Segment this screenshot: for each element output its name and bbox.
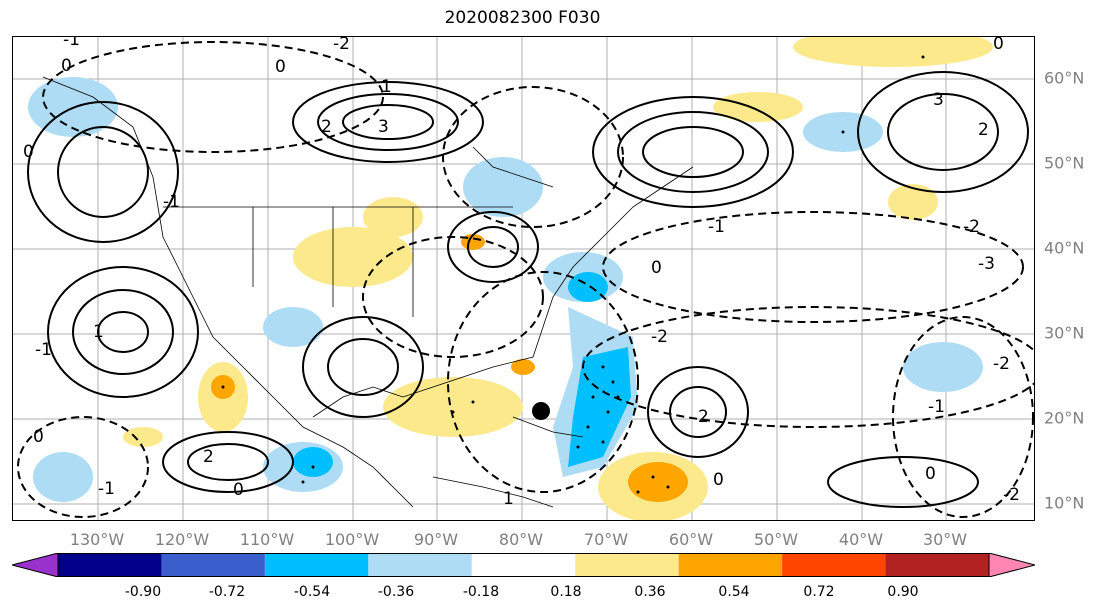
contour-label: 0: [33, 427, 44, 447]
contour-label: -1: [98, 479, 115, 499]
lon-label: 30°W: [922, 530, 968, 549]
contour-label: 2: [321, 117, 332, 137]
contour-label: 0: [23, 142, 34, 162]
contour-label: 0: [651, 258, 662, 278]
lat-label: 20°N: [1044, 408, 1085, 428]
contour-label-group: 0 -1 -2 2 3 1 0 -1 0 3 2 -1 -2 -3 0 1 -2…: [23, 37, 1020, 509]
colorbar-segment: [678, 553, 783, 577]
lon-label: 60°W: [668, 530, 714, 549]
lon-label: 100°W: [324, 530, 380, 549]
colorbar-segment: [885, 553, 989, 577]
solid-contours: [27, 71, 1029, 508]
lat-label: 50°N: [1044, 153, 1085, 173]
contour-label: -2: [651, 327, 668, 347]
contour-label: 2: [203, 447, 214, 467]
colorbar-border: [57, 553, 990, 577]
contour-label: 3: [378, 117, 389, 137]
map-title: 2020082300 F030: [444, 8, 601, 28]
contour-label: -2: [993, 354, 1010, 374]
lat-label: 40°N: [1044, 238, 1085, 258]
map-svg: 0 -1 -2 2 3 1 0 -1 0 3 2 -1 -2 -3 0 1 -2…: [13, 37, 1034, 520]
lat-label: 30°N: [1044, 323, 1085, 343]
contour-label: 1: [93, 322, 104, 342]
contour-label: -2: [333, 37, 350, 54]
colorbar-segment: [575, 553, 679, 577]
contour-label: -3: [978, 254, 995, 274]
lon-label: 130°W: [69, 530, 125, 549]
lon-label: 90°W: [413, 530, 459, 549]
contour-label: 0: [713, 470, 724, 490]
contour-label: 0: [993, 37, 1004, 54]
colorbar-extend-low: [10, 552, 59, 578]
colorbar-segment: [471, 553, 576, 577]
map-panel: 0 -1 -2 2 3 1 0 -1 0 3 2 -1 -2 -3 0 1 -2…: [12, 36, 1035, 521]
strong-negative-shading: [293, 272, 631, 477]
contour-label: -1: [928, 397, 945, 417]
colorbar-extend-high: [988, 552, 1037, 578]
lat-label: 60°N: [1044, 68, 1085, 88]
colorbar-segment: [368, 553, 472, 577]
colorbar-segment: [161, 553, 265, 577]
colorbar-segment: [264, 553, 369, 577]
colorbar-tick: 0.54: [718, 584, 750, 600]
colorbar-segment: [782, 553, 886, 577]
colorbar-tick: 0.72: [803, 584, 835, 600]
contour-label: 2: [978, 120, 989, 140]
contour-label: -2: [1003, 485, 1020, 505]
contour-label: 0: [61, 56, 72, 76]
lon-label: 40°W: [838, 530, 884, 549]
colorbar-tick: -0.54: [293, 584, 331, 600]
colorbar-tick: 0.36: [634, 584, 666, 600]
contour-label: 1: [503, 489, 514, 509]
contour-label: -1: [708, 217, 725, 237]
colorbar: [10, 552, 1037, 578]
lon-label: 120°W: [154, 530, 210, 549]
significance-stippling: [221, 55, 925, 494]
contour-label: -1: [35, 340, 52, 360]
colorbar-segment: [58, 553, 162, 577]
lon-label: 50°W: [753, 530, 799, 549]
contour-label: 3: [933, 90, 944, 110]
colorbar-tick: -0.72: [208, 584, 246, 600]
colorbar-tick: 0.18: [550, 584, 582, 600]
lon-label: 70°W: [583, 530, 629, 549]
lon-label: 80°W: [498, 530, 544, 549]
strong-positive-shading: [211, 234, 688, 502]
contour-label: 1: [381, 77, 392, 97]
contour-label: 0: [925, 464, 936, 484]
contour-label: -2: [963, 217, 980, 237]
contour-label: 0: [233, 480, 244, 500]
colorbar-tick: -0.18: [462, 584, 500, 600]
colorbar-tick: -0.36: [377, 584, 415, 600]
colorbar-tick: 0.90: [887, 584, 919, 600]
contour-label: 0: [275, 57, 286, 77]
contour-label: 2: [698, 407, 709, 427]
lat-label: 10°N: [1044, 493, 1085, 513]
lon-label: 110°W: [239, 530, 295, 549]
contour-label: -1: [63, 37, 80, 50]
colorbar-svg: [10, 552, 1037, 578]
contour-label: -1: [163, 192, 180, 212]
dashed-contours: [17, 41, 1034, 518]
storm-center-dot-icon: [532, 402, 550, 420]
colorbar-tick: -0.90: [124, 584, 162, 600]
